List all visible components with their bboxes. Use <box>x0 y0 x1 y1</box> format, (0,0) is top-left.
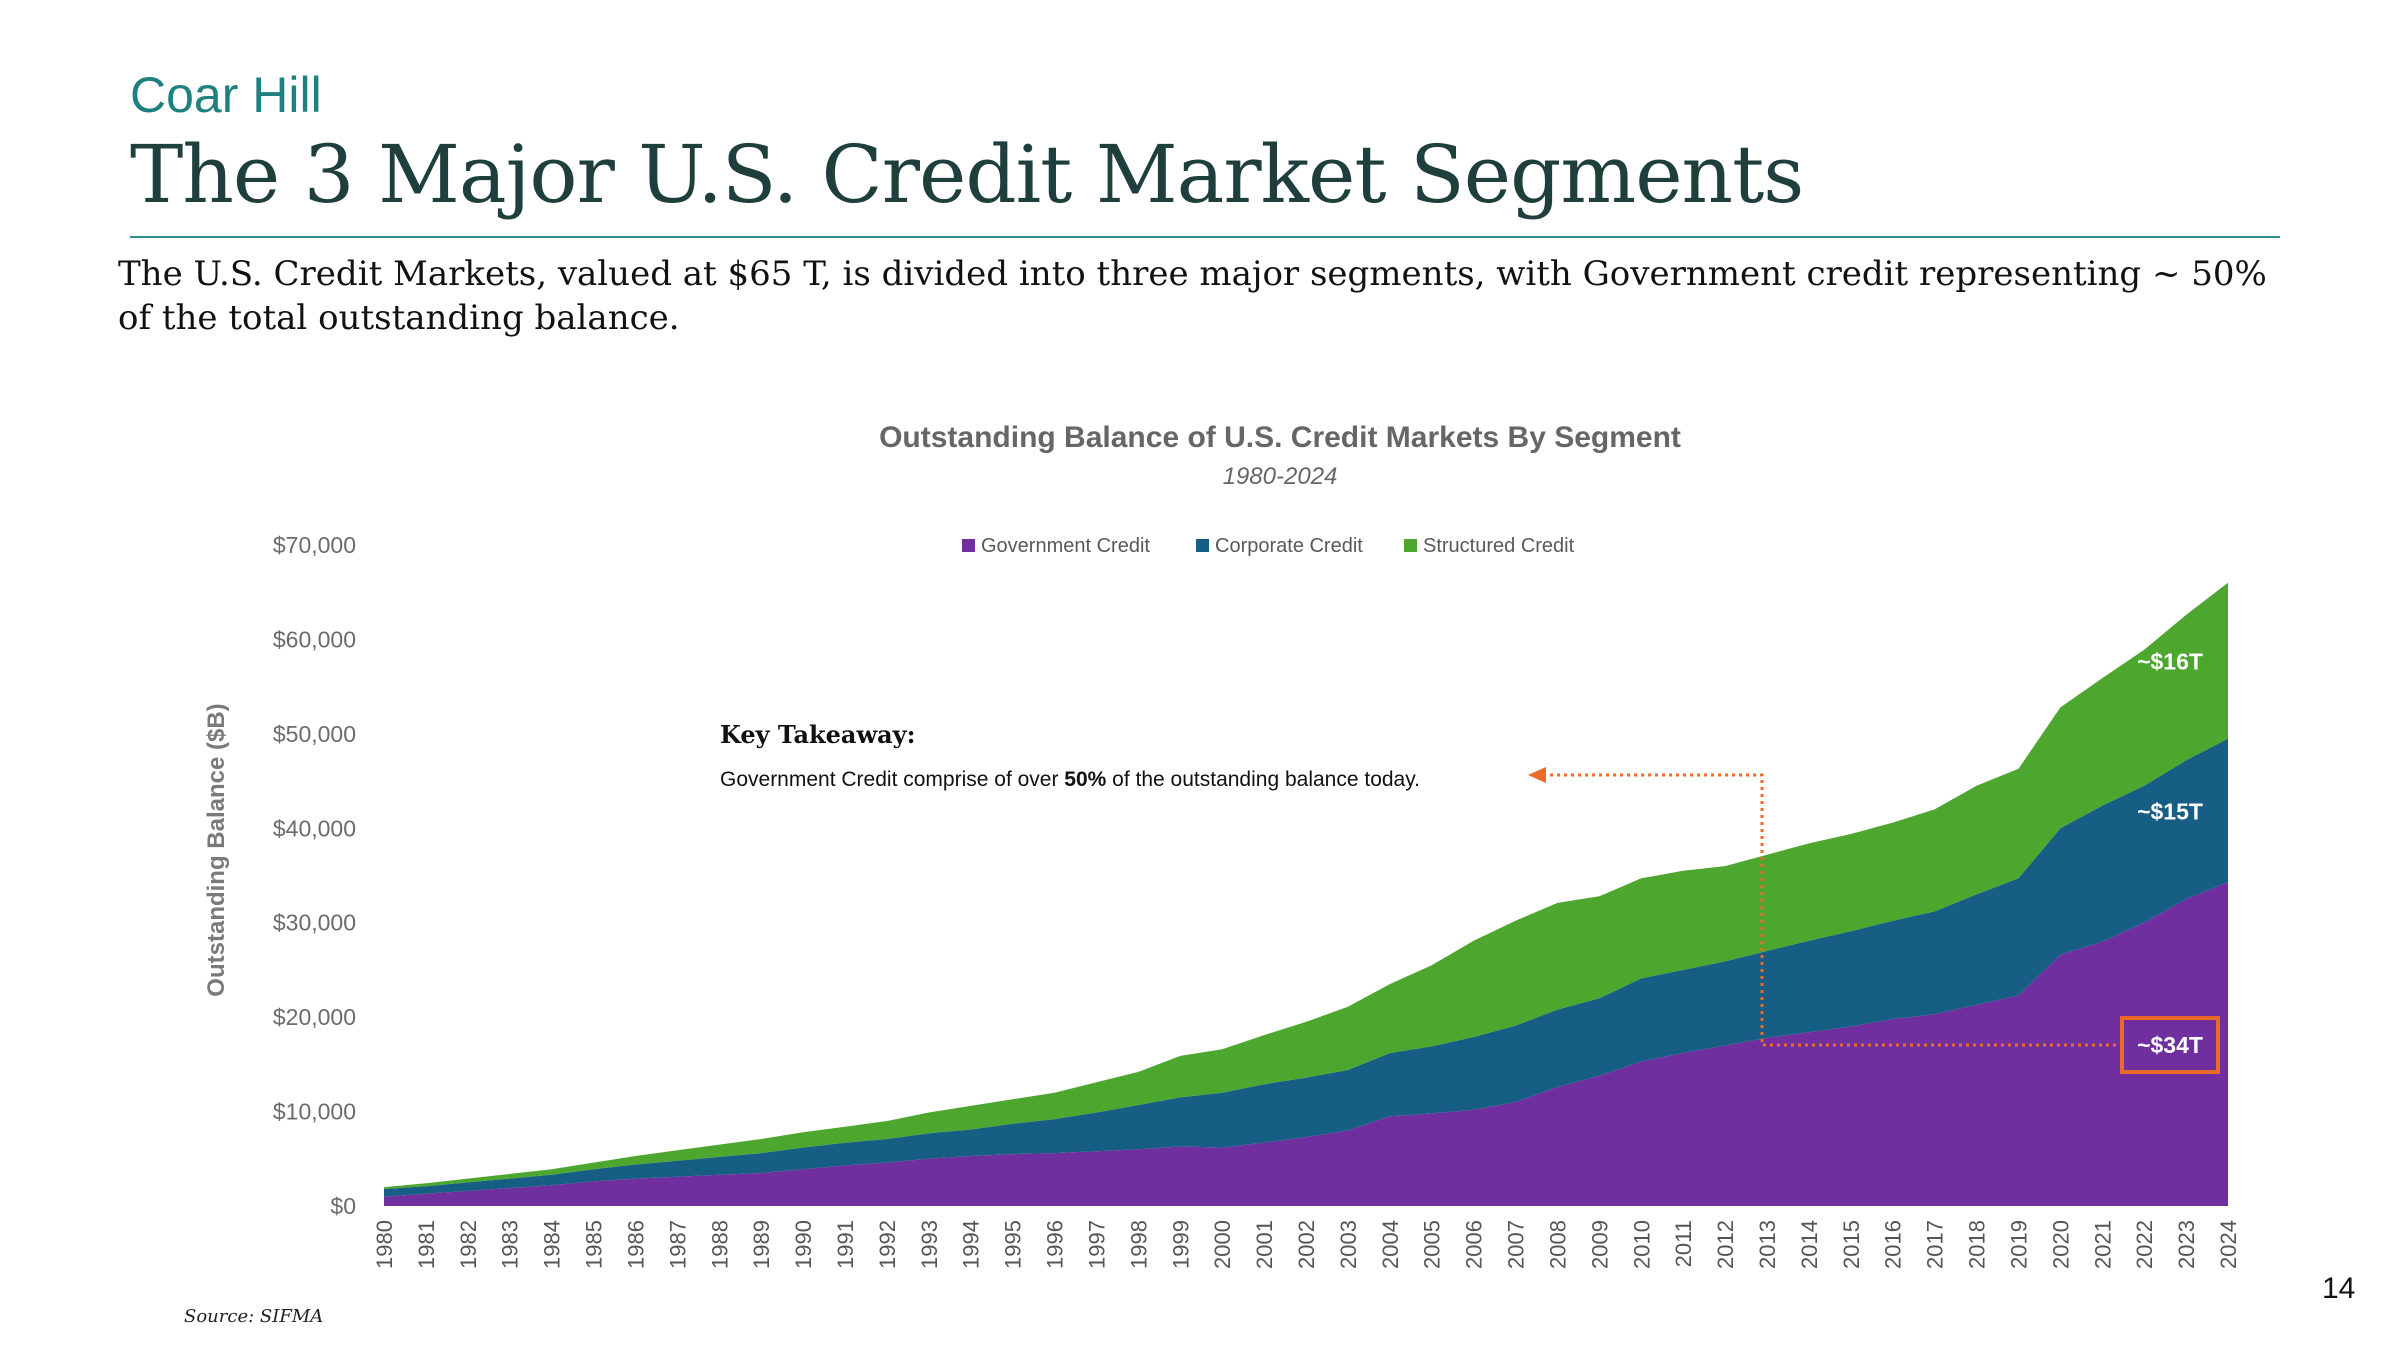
x-tick-label: 1987 <box>665 1220 690 1269</box>
legend-swatch <box>962 539 975 552</box>
y-tick-label: $40,000 <box>273 815 356 841</box>
x-tick-label: 1989 <box>749 1220 774 1269</box>
x-tick-label: 1996 <box>1043 1220 1068 1269</box>
annotation-label: ~$15T <box>2137 798 2203 824</box>
x-tick-label: 2016 <box>1881 1220 1906 1269</box>
x-tick-label: 1980 <box>372 1220 397 1269</box>
y-tick-label: $30,000 <box>273 910 356 936</box>
x-tick-label: 2009 <box>1587 1220 1612 1269</box>
x-tick-label: 2011 <box>1671 1220 1696 1267</box>
legend-swatch <box>1404 539 1417 552</box>
chart-subtitle: 1980-2024 <box>1223 463 1338 490</box>
x-tick-label: 2003 <box>1336 1220 1361 1269</box>
slide-title: The 3 Major U.S. Credit Market Segments <box>130 128 1804 221</box>
x-tick-label: 1986 <box>624 1220 649 1269</box>
key-takeaway-heading: Key Takeaway: <box>720 720 915 749</box>
legend-label: Structured Credit <box>1423 535 1575 557</box>
annotation-label: ~$34T <box>2137 1032 2203 1058</box>
x-tick-label: 2001 <box>1252 1220 1277 1269</box>
annotation-corporate-credit: ~$15T <box>2137 798 2203 824</box>
key-takeaway-text: Government Credit comprise of over 50% o… <box>720 768 1420 791</box>
x-tick-label: 1992 <box>875 1220 900 1269</box>
segment-annotations: ~$16T ~$15T ~$34T <box>2120 649 2220 1075</box>
x-tick-label: 2021 <box>2090 1220 2115 1269</box>
x-tick-label: 2019 <box>2007 1220 2032 1269</box>
x-tick-label: 1990 <box>791 1220 816 1269</box>
legend-item-corporate-credit: Corporate Credit <box>1196 535 1363 557</box>
x-tick-label: 2000 <box>1210 1220 1235 1269</box>
x-tick-label: 2023 <box>2174 1220 2199 1269</box>
x-tick-label: 2008 <box>1546 1220 1571 1269</box>
annotation-highlight-box <box>2120 1016 2220 1075</box>
annotation-government-credit: ~$34T <box>2120 1016 2220 1075</box>
x-tick-label: 1999 <box>1168 1220 1193 1269</box>
x-tick-label: 1981 <box>414 1220 439 1269</box>
y-axis-title: Outstanding Balance ($B) <box>203 703 230 996</box>
key-takeaway-text-after: of the outstanding balance today. <box>1106 768 1420 791</box>
x-tick-label: 2005 <box>1420 1220 1445 1269</box>
legend-label: Corporate Credit <box>1215 535 1363 557</box>
chart-title: Outstanding Balance of U.S. Credit Marke… <box>879 421 1681 454</box>
area-government-credit <box>384 882 2228 1206</box>
x-tick-label: 2010 <box>1629 1220 1654 1269</box>
x-tick-label: 1985 <box>582 1220 607 1269</box>
x-tick-label: 2024 <box>2216 1220 2241 1269</box>
x-tick-label: 1983 <box>498 1220 523 1269</box>
x-axis-ticks: 1980 1981 1982 1983 1984 1985 1986 1987 1988 1989… <box>372 1220 2241 1269</box>
x-tick-label: 2004 <box>1378 1220 1403 1269</box>
x-tick-label: 1982 <box>456 1220 481 1269</box>
x-tick-label: 1988 <box>707 1220 732 1269</box>
x-tick-label: 2013 <box>1755 1220 1780 1269</box>
x-tick-label: 1991 <box>833 1220 858 1269</box>
takeaway-connector <box>1528 767 2116 1047</box>
key-takeaway-emphasis: 50% <box>1064 768 1106 791</box>
legend-swatch <box>1196 539 1209 552</box>
x-tick-label: 2020 <box>2048 1220 2073 1269</box>
legend-item-government-credit: Government Credit <box>962 535 1150 557</box>
x-tick-label: 2015 <box>1839 1220 1864 1269</box>
x-tick-label: 2002 <box>1294 1220 1319 1269</box>
key-takeaway-text-before: Government Credit comprise of over <box>720 768 1064 791</box>
x-tick-label: 2012 <box>1713 1220 1738 1269</box>
y-tick-label: $0 <box>330 1193 356 1219</box>
area-corporate-credit <box>384 738 2228 1197</box>
y-tick-label: $10,000 <box>273 1099 356 1125</box>
y-axis-ticks: $0 $10,000 $20,000 $30,000 $40,000 $50,000 $60… <box>273 532 356 1219</box>
x-tick-label: 2017 <box>1923 1220 1948 1269</box>
x-tick-label: 1984 <box>540 1220 565 1269</box>
intro-paragraph: The U.S. Credit Markets, valued at $65 T… <box>118 254 2267 338</box>
x-tick-label: 1993 <box>917 1220 942 1269</box>
title-divider <box>130 236 2280 238</box>
y-tick-label: $20,000 <box>273 1004 356 1030</box>
x-tick-label: 2022 <box>2132 1220 2157 1269</box>
x-tick-label: 2018 <box>1965 1220 1990 1269</box>
x-tick-label: 1998 <box>1126 1220 1151 1269</box>
area-series-group <box>384 582 2228 1206</box>
key-takeaway-box: Key Takeaway: Government Credit comprise… <box>720 720 1420 791</box>
x-tick-label: 1994 <box>959 1220 984 1269</box>
source-note: Source: SIFMA <box>184 1306 324 1327</box>
connector-line <box>1545 773 2116 1047</box>
legend-item-structured-credit: Structured Credit <box>1404 535 1575 557</box>
brand-name: Coar Hill <box>130 67 322 123</box>
y-tick-label: $70,000 <box>273 532 356 558</box>
x-tick-label: 1995 <box>1001 1220 1026 1269</box>
connector-arrowhead <box>1528 767 1546 783</box>
legend-label: Government Credit <box>981 535 1150 557</box>
x-tick-label: 1997 <box>1085 1220 1110 1269</box>
y-tick-label: $60,000 <box>273 626 356 652</box>
annotation-structured-credit: ~$16T <box>2137 649 2203 675</box>
page-number: 14 <box>2322 1272 2356 1305</box>
x-tick-label: 2014 <box>1797 1220 1822 1269</box>
y-tick-label: $50,000 <box>273 721 356 747</box>
x-tick-label: 2007 <box>1504 1220 1529 1269</box>
x-tick-label: 2006 <box>1462 1220 1487 1269</box>
area-structured-credit <box>384 582 2228 1189</box>
chart-legend: Government Credit Corporate Credit Structu… <box>962 535 1575 557</box>
annotation-label: ~$16T <box>2137 649 2203 675</box>
